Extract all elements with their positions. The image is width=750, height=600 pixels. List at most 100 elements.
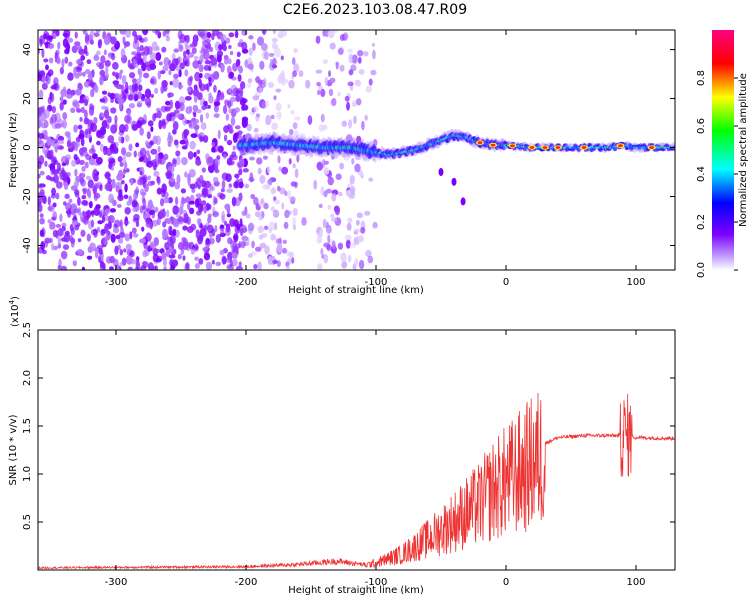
heatmap-cell	[110, 107, 117, 114]
heatmap-cell	[201, 181, 207, 188]
heatmap-cell	[282, 239, 287, 245]
heatmap-cell	[132, 30, 137, 37]
heatmap-cell	[241, 116, 249, 123]
heatmap-cell	[261, 30, 267, 35]
heatmap-cell	[154, 87, 159, 94]
heatmap-cell	[122, 154, 127, 164]
heatmap-cell	[121, 74, 127, 85]
heatmap-cell	[84, 161, 89, 169]
heatmap-cell	[111, 52, 116, 61]
heatmap-cell	[139, 156, 145, 161]
heatmap-cell	[280, 55, 284, 61]
heatmap-cell	[103, 109, 110, 119]
heatmap-cell	[119, 248, 123, 256]
heatmap-cell	[63, 181, 69, 190]
heatmap-cell	[59, 96, 64, 102]
heatmap-cell	[239, 218, 243, 227]
heatmap-cell	[348, 119, 353, 129]
heatmap-cell	[194, 256, 199, 261]
heatmap-cell	[38, 73, 42, 82]
heatmap-cell	[84, 134, 92, 139]
heatmap-cell	[118, 136, 122, 143]
heatmap-cell	[139, 127, 144, 136]
heatmap-cell	[143, 72, 150, 79]
heatmap-cell	[111, 197, 115, 205]
heatmap-cell	[188, 207, 195, 215]
heatmap-cell	[201, 246, 208, 252]
heatmap-cell	[97, 220, 103, 225]
heatmap-cell	[346, 222, 352, 231]
heatmap-cell	[125, 151, 132, 158]
heatmap-cell	[63, 172, 69, 182]
heatmap-cell	[131, 200, 138, 208]
heatmap-cell	[114, 219, 121, 228]
heatmap-cell	[57, 41, 61, 50]
heatmap-cell	[129, 250, 135, 258]
heatmap-cell	[263, 225, 269, 231]
heatmap-cell	[152, 253, 159, 262]
heatmap-cell	[228, 58, 232, 65]
heatmap-cell	[210, 57, 218, 66]
heatmap-cell	[87, 189, 92, 199]
heatmap-cell	[197, 219, 201, 227]
heatmap-cell	[195, 193, 203, 198]
heatmap-cell	[320, 88, 326, 98]
heatmap-cell	[38, 140, 45, 149]
heatmap-cell	[89, 106, 95, 116]
heatmap-cell	[220, 62, 225, 73]
heatmap-cell	[291, 257, 295, 264]
heatmap-cell	[234, 173, 240, 179]
heatmap-cell	[563, 143, 568, 148]
heatmap-cell	[327, 204, 332, 210]
heatmap-cell	[320, 248, 324, 256]
heatmap-cell	[80, 137, 85, 147]
heatmap-cell	[231, 258, 238, 267]
heatmap-cell	[292, 122, 298, 130]
heatmap-cell	[110, 98, 114, 103]
heatmap-cell	[207, 157, 214, 164]
heatmap-cell	[123, 248, 127, 253]
heatmap-cell	[74, 168, 78, 177]
heatmap-cell	[284, 190, 288, 197]
heatmap-cell	[77, 196, 81, 206]
snr-panel: -300 -200 -100 0 100 0.5 1.0 1.5 2.0 2.5 Height o…	[8, 296, 676, 596]
heatmap-cell	[189, 105, 193, 114]
heatmap-cell	[84, 109, 88, 120]
heatmap-cell	[105, 256, 112, 264]
heatmap-cell	[316, 161, 324, 171]
heatmap-cell	[147, 175, 151, 181]
heatmap-cell	[285, 78, 289, 84]
heatmap-cell	[99, 69, 106, 77]
heatmap-cell	[117, 93, 124, 99]
heatmap-cell	[104, 172, 111, 178]
heatmap-cell	[117, 155, 123, 163]
heatmap-cell	[328, 88, 334, 97]
heatmap-cell	[107, 177, 112, 184]
heatmap-cell	[198, 64, 204, 73]
heatmap-cell	[103, 36, 111, 46]
heatmap-cell	[287, 103, 291, 109]
heatmap-cell	[259, 60, 265, 70]
heatmap-cell	[179, 139, 186, 145]
heatmap-cell	[99, 263, 106, 270]
heatmap-cell	[188, 168, 196, 178]
heatmap-cell	[318, 85, 323, 91]
heatmap-cell	[341, 120, 348, 127]
heatmap-cell	[259, 174, 266, 184]
heatmap-cell	[219, 193, 226, 200]
heatmap-cell	[292, 56, 296, 66]
heatmap-cell	[157, 176, 161, 186]
heatmap-cell	[170, 216, 174, 225]
heatmap-cell	[226, 213, 232, 218]
heatmap-cell	[38, 89, 44, 99]
heatmap-cell	[223, 220, 228, 227]
heatmap-cell	[234, 125, 241, 130]
heatmap-cell	[81, 173, 85, 178]
heatmap-cell	[127, 110, 132, 116]
heatmap-cell	[165, 35, 171, 42]
heatmap-cell	[142, 198, 147, 208]
snr-frame	[37, 329, 676, 571]
heatmap-cell	[38, 173, 41, 179]
heatmap-cell	[438, 168, 444, 177]
bottom-y-axis-label: SNR (10 * v/v)	[8, 414, 19, 485]
